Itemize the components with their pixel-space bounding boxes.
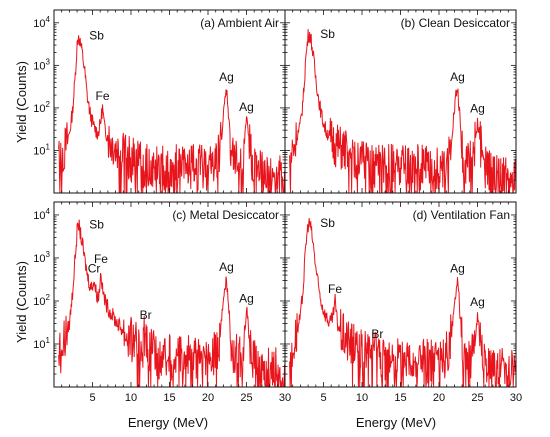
peak-label-ag: Ag bbox=[239, 292, 254, 306]
x-tick-label: 30 bbox=[279, 392, 291, 404]
y-tick-label: 101 bbox=[33, 336, 50, 351]
x-tick-label: 20 bbox=[433, 392, 445, 404]
panel-1: 101 102 103 104 (a) Ambient Air Sb Fe Ag Ag bbox=[33, 9, 286, 194]
x-tick-label: 15 bbox=[394, 392, 406, 404]
spectrum-line bbox=[289, 218, 516, 387]
x-tick-label: 5 bbox=[89, 392, 95, 404]
peak-label-ag: Ag bbox=[470, 295, 485, 309]
panel-2: (b) Clean Desiccator Sb Ag Ag bbox=[284, 9, 517, 194]
peak-label-ag: Ag bbox=[470, 102, 485, 116]
y-axis-label: Yield (Counts) bbox=[14, 261, 29, 343]
peak-label-fe: Fe bbox=[96, 89, 110, 103]
peak-label-sb: Sb bbox=[89, 217, 104, 231]
x-tick-label: 10 bbox=[125, 392, 137, 404]
peak-label-ag: Ag bbox=[219, 70, 234, 84]
y-tick-label: 102 bbox=[33, 100, 50, 115]
panel-title: (c) Metal Desiccator bbox=[172, 208, 279, 222]
x-tick-label: 5 bbox=[320, 392, 326, 404]
panel-title: (a) Ambient Air bbox=[200, 16, 279, 30]
peak-label-ag: Ag bbox=[450, 70, 465, 84]
x-tick-label: 10 bbox=[356, 392, 368, 404]
peak-label-br: Br bbox=[371, 327, 383, 341]
panel-title: (d) Ventilation Fan bbox=[413, 208, 510, 222]
x-tick-label: 25 bbox=[471, 392, 483, 404]
y-tick-label: 102 bbox=[33, 293, 50, 308]
y-tick-label: 104 bbox=[33, 15, 50, 30]
peak-label-br: Br bbox=[140, 308, 152, 322]
peak-label-sb: Sb bbox=[89, 29, 104, 43]
panel-3: 5 10 15 20 25 30 101 102 103 104 (c) Metal Desicca… bbox=[33, 201, 291, 404]
y-tick-label: 104 bbox=[33, 207, 50, 222]
peak-label-ag: Ag bbox=[239, 100, 254, 114]
peak-label-fe: Fe bbox=[94, 252, 108, 266]
peak-label-fe: Fe bbox=[328, 282, 342, 296]
peak-label-ag: Ag bbox=[219, 260, 234, 274]
x-tick-label: 25 bbox=[240, 392, 252, 404]
y-axis-label: Yield (Counts) bbox=[14, 61, 29, 143]
spectrum-line bbox=[58, 35, 285, 193]
peak-label-ag: Ag bbox=[450, 261, 465, 275]
spectrum-line bbox=[289, 29, 516, 193]
panel-title: (b) Clean Desiccator bbox=[401, 16, 510, 30]
y-tick-label: 101 bbox=[33, 142, 50, 157]
panel-4: 5 10 15 20 25 30 (d) Ventilation Fan Sb Fe Br Ag Ag bbox=[284, 201, 522, 404]
spectrum-line bbox=[58, 219, 285, 387]
x-tick-label: 20 bbox=[202, 392, 214, 404]
x-tick-label: 30 bbox=[510, 392, 522, 404]
peak-label-cr: Cr bbox=[88, 261, 101, 275]
x-tick-label: 15 bbox=[163, 392, 175, 404]
peak-label-sb: Sb bbox=[320, 216, 335, 230]
y-tick-label: 103 bbox=[33, 250, 50, 265]
x-axis-label: Energy (MeV) bbox=[128, 415, 208, 430]
peak-label-sb: Sb bbox=[320, 27, 335, 41]
y-tick-label: 103 bbox=[33, 57, 50, 72]
x-axis-label: Energy (MeV) bbox=[356, 415, 436, 430]
